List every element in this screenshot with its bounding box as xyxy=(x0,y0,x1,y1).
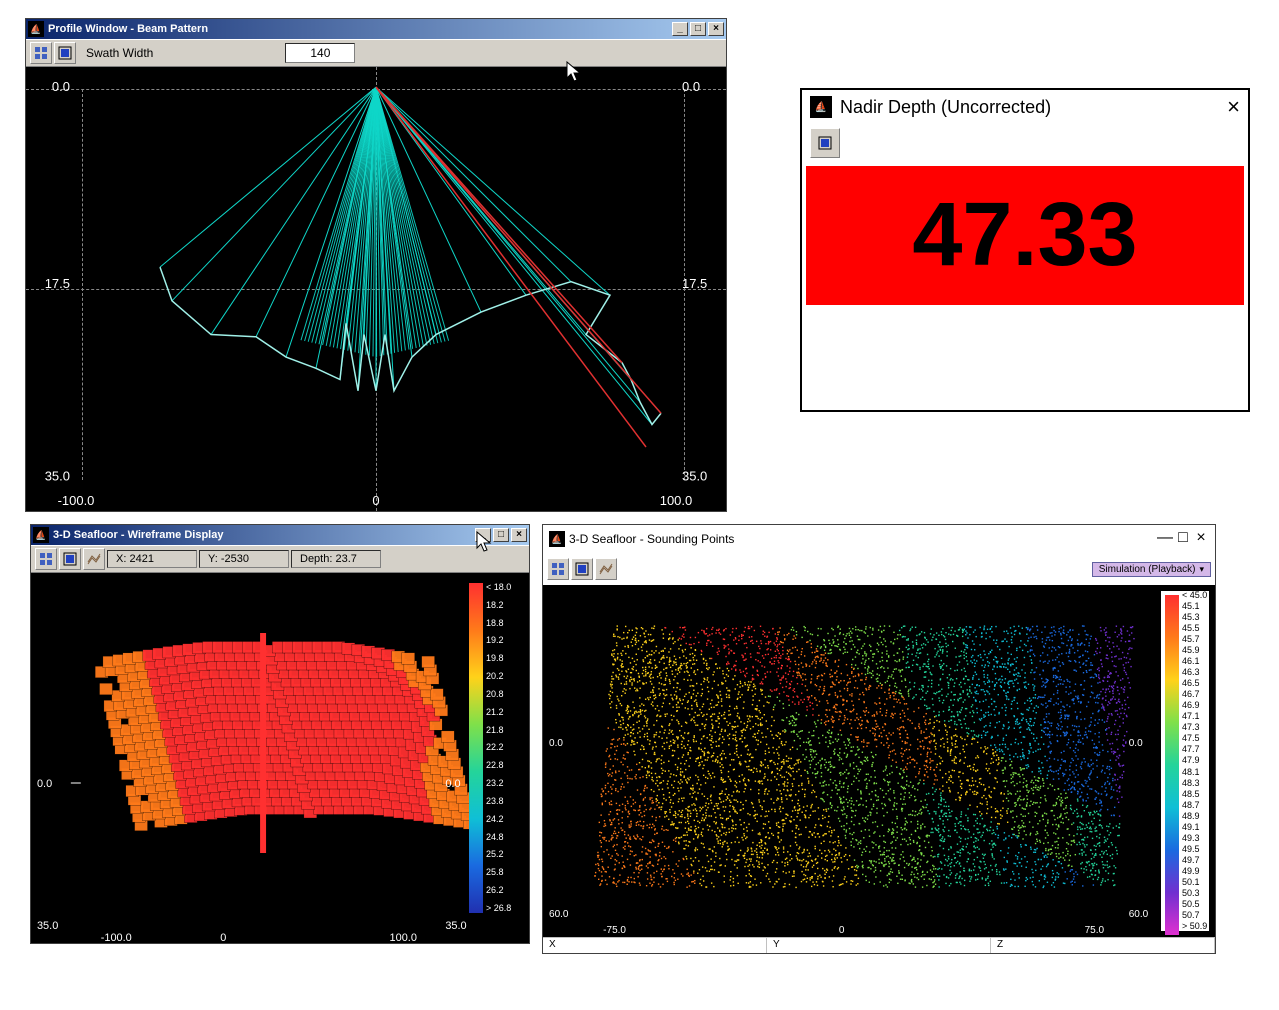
tool-grid-icon[interactable] xyxy=(35,548,57,570)
svg-text:100.0: 100.0 xyxy=(390,932,417,943)
window-title: 3-D Seafloor - Sounding Points xyxy=(569,532,734,546)
status-z: Z xyxy=(991,938,1215,953)
color-legend: < 18.018.218.819.219.820.220.821.221.822… xyxy=(469,583,523,913)
svg-text:35.0: 35.0 xyxy=(37,920,58,932)
titlebar[interactable]: ⛵ 3-D Seafloor - Sounding Points — □ × xyxy=(543,525,1215,553)
svg-text:35.0: 35.0 xyxy=(682,469,707,484)
tool-window-icon[interactable] xyxy=(571,558,593,580)
svg-text:35.0: 35.0 xyxy=(445,920,466,932)
swath-width-input[interactable]: 140 xyxy=(285,43,355,63)
svg-text:0: 0 xyxy=(372,493,379,508)
titlebar[interactable]: ⛵ Profile Window - Beam Pattern _ □ × xyxy=(26,19,726,39)
minimize-button[interactable]: — xyxy=(1157,532,1173,546)
x-readout: X: 2421 xyxy=(107,550,197,568)
tool-mesh-icon[interactable] xyxy=(83,548,105,570)
svg-text:0.0: 0.0 xyxy=(37,778,52,790)
tool-window-icon[interactable] xyxy=(54,42,76,64)
y-readout: Y: -2530 xyxy=(199,550,289,568)
color-legend: < 45.045.145.345.545.745.946.146.346.546… xyxy=(1161,591,1209,931)
panel-toolbar xyxy=(802,124,1248,162)
svg-text:17.5: 17.5 xyxy=(682,276,707,291)
nadir-depth-value: 47.33 xyxy=(806,166,1244,305)
minimize-button[interactable]: _ xyxy=(672,22,688,36)
profile-window: ⛵ Profile Window - Beam Pattern _ □ × Sw… xyxy=(25,18,727,512)
sounding-window: ⛵ 3-D Seafloor - Sounding Points — □ × S… xyxy=(542,524,1216,954)
svg-text:100.0: 100.0 xyxy=(660,493,693,508)
close-button[interactable]: × xyxy=(1193,532,1209,546)
app-icon: ⛵ xyxy=(33,527,49,543)
tool-window-icon[interactable] xyxy=(59,548,81,570)
tool-grid-icon[interactable] xyxy=(30,42,52,64)
close-button[interactable]: × xyxy=(511,528,527,542)
swath-width-label: Swath Width xyxy=(86,46,153,60)
status-y: Y xyxy=(767,938,991,953)
app-icon: ⛵ xyxy=(28,21,44,37)
close-button[interactable]: × xyxy=(708,22,724,36)
toolbar: X: 2421 Y: -2530 Depth: 23.7 xyxy=(31,545,529,573)
nadir-depth-panel: ⛵ Nadir Depth (Uncorrected) × 47.33 xyxy=(800,88,1250,412)
maximize-button[interactable]: □ xyxy=(690,22,706,36)
toolbar: Simulation (Playback) xyxy=(543,553,1215,585)
window-title: Profile Window - Beam Pattern xyxy=(48,23,208,35)
close-icon[interactable]: × xyxy=(1227,94,1240,120)
maximize-button[interactable]: □ xyxy=(493,528,509,542)
minimize-button[interactable]: _ xyxy=(475,528,491,542)
mode-selector[interactable]: Simulation (Playback) xyxy=(1092,562,1211,577)
svg-text:-100.0: -100.0 xyxy=(101,932,132,943)
status-x: X xyxy=(543,938,767,953)
depth-readout: Depth: 23.7 xyxy=(291,550,381,568)
panel-header[interactable]: ⛵ Nadir Depth (Uncorrected) × xyxy=(802,90,1248,124)
statusbar: X Y Z xyxy=(543,937,1215,953)
titlebar[interactable]: ⛵ 3-D Seafloor - Wireframe Display _ □ × xyxy=(31,525,529,545)
app-icon: ⛵ xyxy=(810,96,832,118)
tool-mesh-icon[interactable] xyxy=(595,558,617,580)
svg-text:35.0: 35.0 xyxy=(45,469,70,484)
app-icon: ⛵ xyxy=(549,531,565,547)
sounding-plot[interactable]: 0.060.00.060.0-75.0075.0 < 45.045.145.34… xyxy=(543,585,1215,937)
svg-text:0: 0 xyxy=(220,932,226,943)
svg-text:0.0: 0.0 xyxy=(682,79,700,94)
beam-pattern-plot[interactable]: 0.0 17.5 35.0 0.0 17.5 35.0 -100.0 0 100.0 xyxy=(26,67,726,511)
wireframe-plot[interactable]: 0.0 35.0 0.0 35.0 -100.0 0 100.0 < 18.018.218.… xyxy=(31,573,529,943)
svg-text:0.0: 0.0 xyxy=(52,79,70,94)
svg-text:17.5: 17.5 xyxy=(45,276,70,291)
tool-grid-icon[interactable] xyxy=(547,558,569,580)
svg-text:-100.0: -100.0 xyxy=(58,493,95,508)
maximize-button[interactable]: □ xyxy=(1175,532,1191,546)
toolbar: Swath Width 140 xyxy=(26,39,726,67)
svg-text:0.0: 0.0 xyxy=(445,778,460,790)
window-title: 3-D Seafloor - Wireframe Display xyxy=(53,529,223,541)
panel-title: Nadir Depth (Uncorrected) xyxy=(840,97,1051,118)
tool-window-icon[interactable] xyxy=(810,128,840,158)
wireframe-window: ⛵ 3-D Seafloor - Wireframe Display _ □ ×… xyxy=(30,524,530,944)
